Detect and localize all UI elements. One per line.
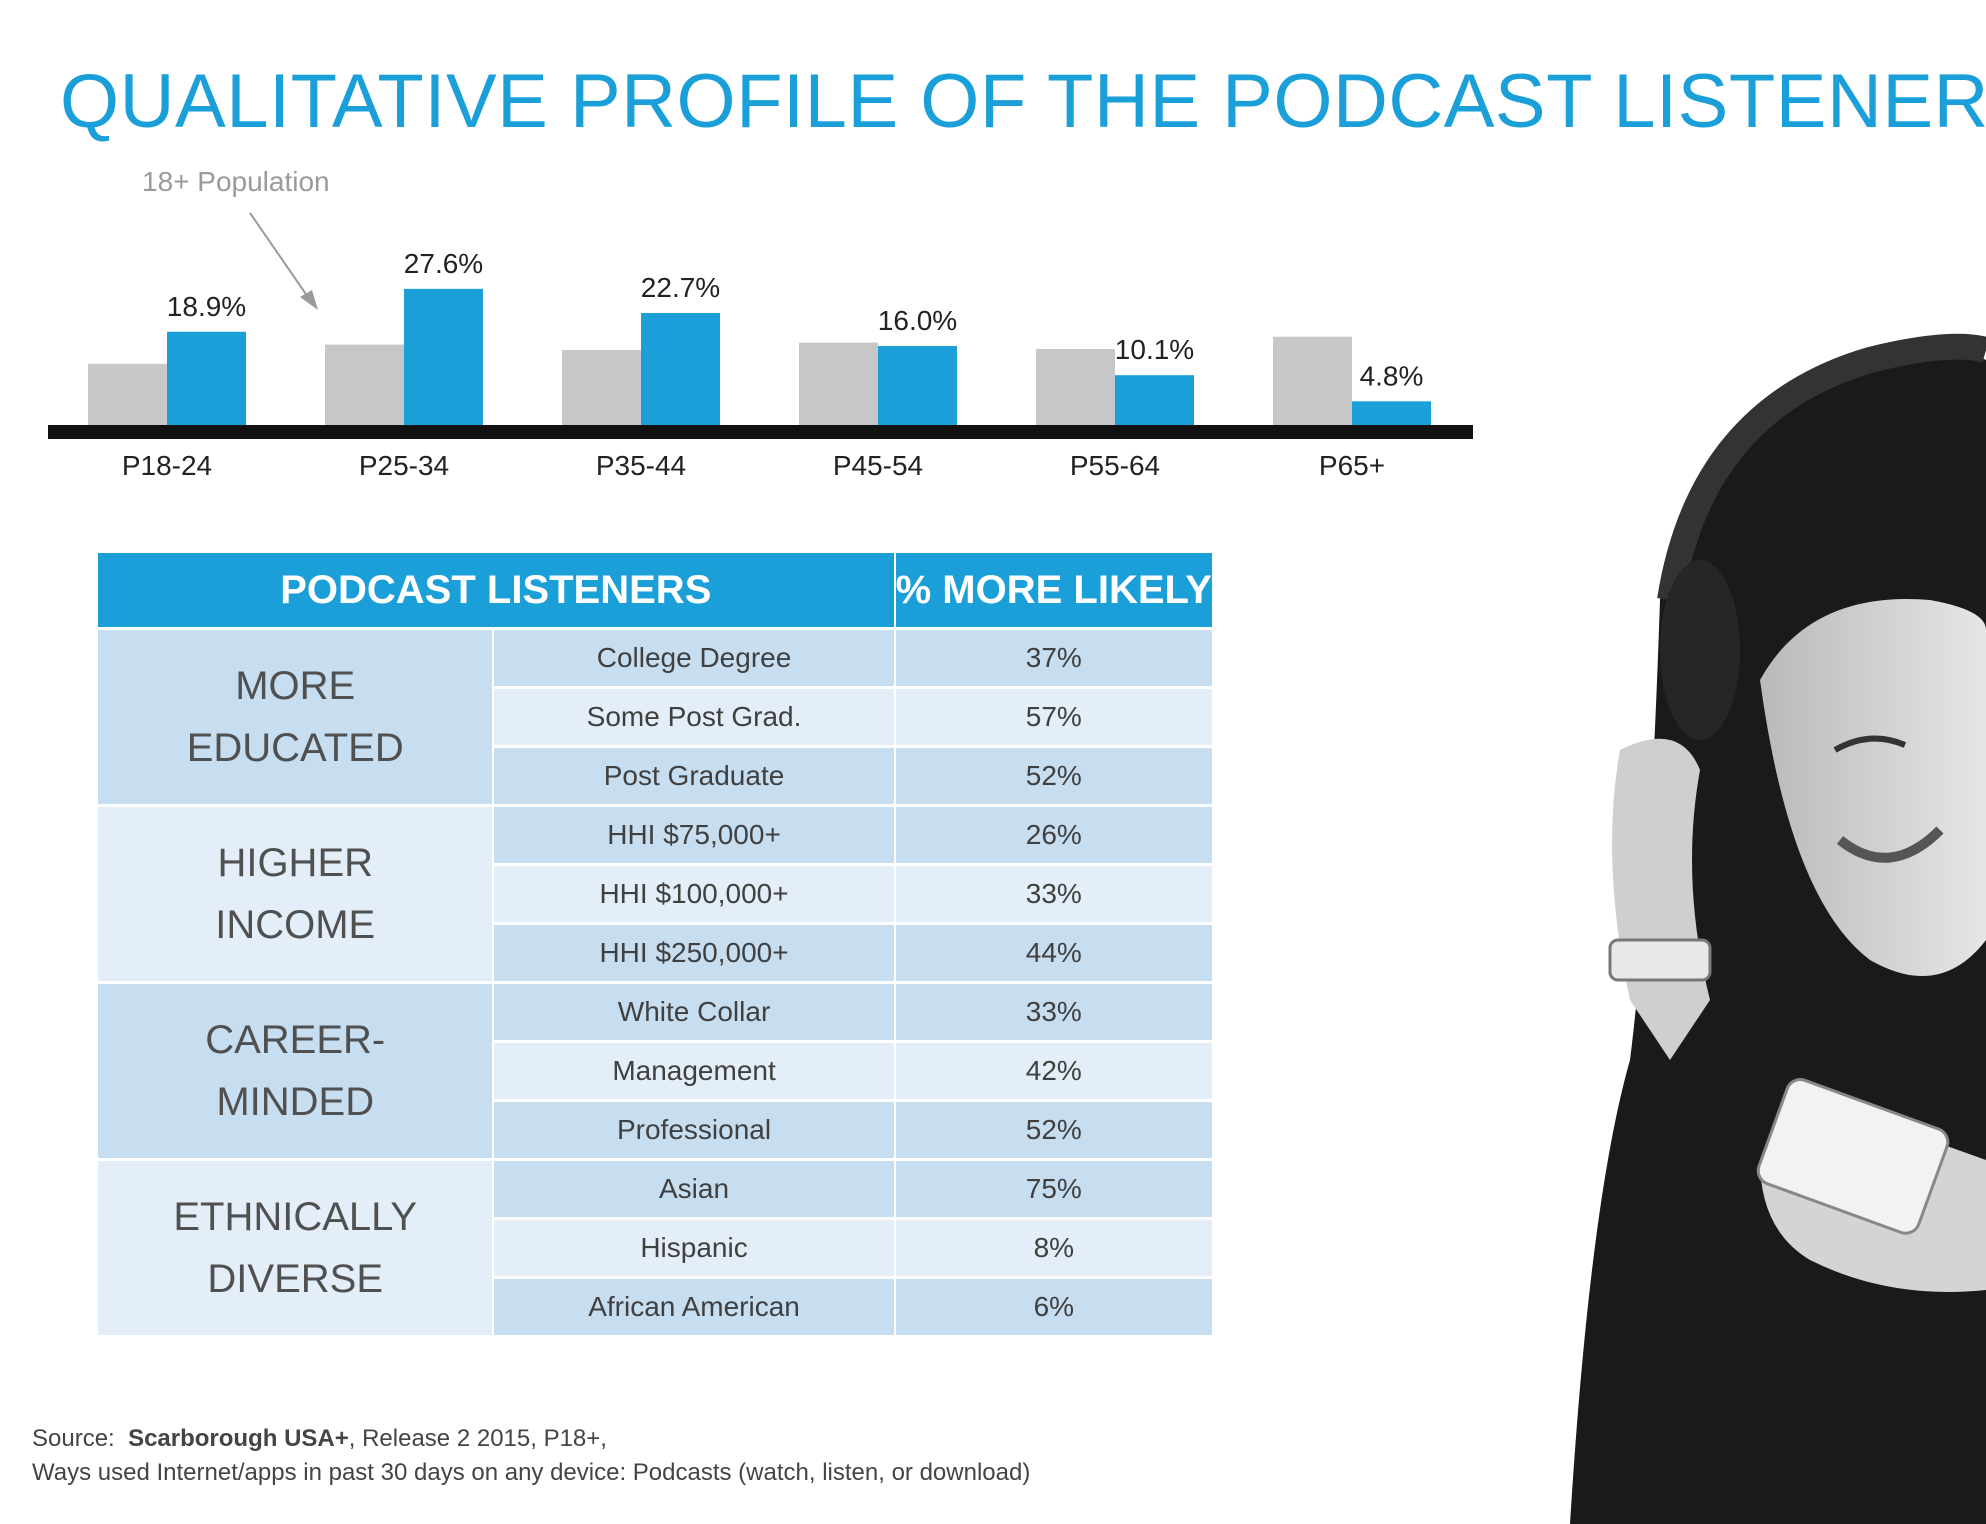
row-item: Management xyxy=(494,1043,894,1099)
source-name: Scarborough USA+ xyxy=(128,1425,349,1452)
group-label-line: MINDED xyxy=(216,1080,375,1124)
population-annotation: 18+ Population xyxy=(142,166,330,197)
table-row: African American 6% xyxy=(98,1279,1212,1335)
row-item: African American xyxy=(494,1279,894,1335)
row-item: Professional xyxy=(494,1102,894,1158)
population-bar xyxy=(799,342,878,425)
data-label: 4.8% xyxy=(1360,360,1424,391)
row-value: 75% xyxy=(895,1161,1212,1217)
table-row: HHI $250,000+ 44% xyxy=(98,925,1212,981)
group-label-line: MORE xyxy=(235,664,356,708)
row-value: 6% xyxy=(895,1279,1212,1335)
podcast-bar xyxy=(641,313,720,425)
row-item: Hispanic xyxy=(494,1220,894,1276)
podcast-bar xyxy=(1352,401,1431,425)
row-value: 52% xyxy=(895,748,1212,804)
data-label: 16.0% xyxy=(878,305,957,336)
group-label: ETHNICALLY DIVERSE xyxy=(98,1161,493,1335)
table-row: ETHNICALLY DIVERSE Asian 75% xyxy=(98,1161,1212,1335)
row-item: HHI $250,000+ xyxy=(494,925,894,981)
table-row: CAREER- MINDED White Collar 33% xyxy=(98,984,1212,1158)
data-label: 18.9% xyxy=(167,291,246,322)
population-bar xyxy=(1273,336,1352,425)
table-row: HHI $100,000+ 33% xyxy=(98,866,1212,922)
row-item: Asian xyxy=(494,1161,894,1217)
category-label: P18-24 xyxy=(122,450,212,481)
population-bar xyxy=(562,350,641,425)
podcast-bar xyxy=(1115,375,1194,425)
row-item: HHI $75,000+ xyxy=(494,807,894,863)
row-value: 33% xyxy=(895,866,1212,922)
group-label: CAREER- MINDED xyxy=(98,984,493,1158)
annotation-arrow-line xyxy=(249,212,311,301)
row-value: 8% xyxy=(895,1220,1212,1276)
woman-with-headphones-photo xyxy=(1570,333,1986,1524)
group-label: HIGHER INCOME xyxy=(98,807,493,981)
source-prefix: Source: xyxy=(32,1425,115,1452)
data-label: 22.7% xyxy=(641,272,720,303)
row-value: 33% xyxy=(895,984,1212,1040)
row-value: 37% xyxy=(895,630,1212,686)
header-more-likely: % MORE LIKELY xyxy=(895,553,1212,627)
category-label: P65+ xyxy=(1319,450,1385,481)
row-value: 52% xyxy=(895,1102,1212,1158)
category-label: P35-44 xyxy=(596,450,686,481)
row-value: 44% xyxy=(895,925,1212,981)
group-label-line: INCOME xyxy=(215,903,376,947)
table-row: Post Graduate 52% xyxy=(98,748,1212,804)
podcast-bar xyxy=(167,331,246,425)
category-label: P45-54 xyxy=(833,450,923,481)
table-row: Some Post Grad. 57% xyxy=(98,689,1212,745)
data-label: 10.1% xyxy=(1115,334,1194,365)
population-bar xyxy=(1036,349,1115,425)
population-bar xyxy=(88,363,167,425)
source-rest: , Release 2 2015, P18+, xyxy=(348,1425,607,1452)
category-label: P25-34 xyxy=(359,450,449,481)
table-row: Management 42% xyxy=(98,1043,1212,1099)
group-label-line: EDUCATED xyxy=(186,726,404,770)
table-row: Hispanic 8% xyxy=(98,1220,1212,1276)
data-label: 27.6% xyxy=(404,248,483,279)
row-value: 57% xyxy=(895,689,1212,745)
source-note: Source: Scarborough USA+, Release 2 2015… xyxy=(32,1422,1030,1490)
group-label: MORE EDUCATED xyxy=(98,630,493,804)
x-axis-baseline xyxy=(48,425,1473,439)
header-podcast-listeners: PODCAST LISTENERS xyxy=(98,553,894,627)
row-item: White Collar xyxy=(494,984,894,1040)
row-item: Post Graduate xyxy=(494,748,894,804)
row-item: College Degree xyxy=(494,630,894,686)
source-line2: Ways used Internet/apps in past 30 days … xyxy=(32,1459,1031,1486)
group-label-line: CAREER- xyxy=(205,1018,386,1062)
podcast-bar xyxy=(404,288,483,425)
annotation-arrow-head xyxy=(300,290,318,310)
table-row: Professional 52% xyxy=(98,1102,1212,1158)
category-label: P55-64 xyxy=(1070,450,1160,481)
row-value: 26% xyxy=(895,807,1212,863)
group-label-line: HIGHER xyxy=(217,841,374,885)
page-title: QUALITATIVE PROFILE OF THE PODCAST LISTE… xyxy=(60,59,1986,144)
age-bar-chart: 18.9% P18-24 27.6% P25-34 22.7% P35-44 16.0% P4… xyxy=(48,212,1473,481)
population-bar xyxy=(325,344,404,425)
group-label-line: ETHNICALLY xyxy=(173,1195,418,1239)
row-value: 42% xyxy=(895,1043,1212,1099)
group-label-line: DIVERSE xyxy=(207,1257,384,1301)
row-item: Some Post Grad. xyxy=(494,689,894,745)
podcast-listener-table: PODCAST LISTENERS % MORE LIKELY MORE EDUC… xyxy=(96,550,1214,1338)
row-item: HHI $100,000+ xyxy=(494,866,894,922)
table-row: HIGHER INCOME HHI $75,000+ 26% xyxy=(98,807,1212,981)
table-row: MORE EDUCATED College Degree 37% xyxy=(98,630,1212,804)
podcast-bar xyxy=(878,346,957,425)
